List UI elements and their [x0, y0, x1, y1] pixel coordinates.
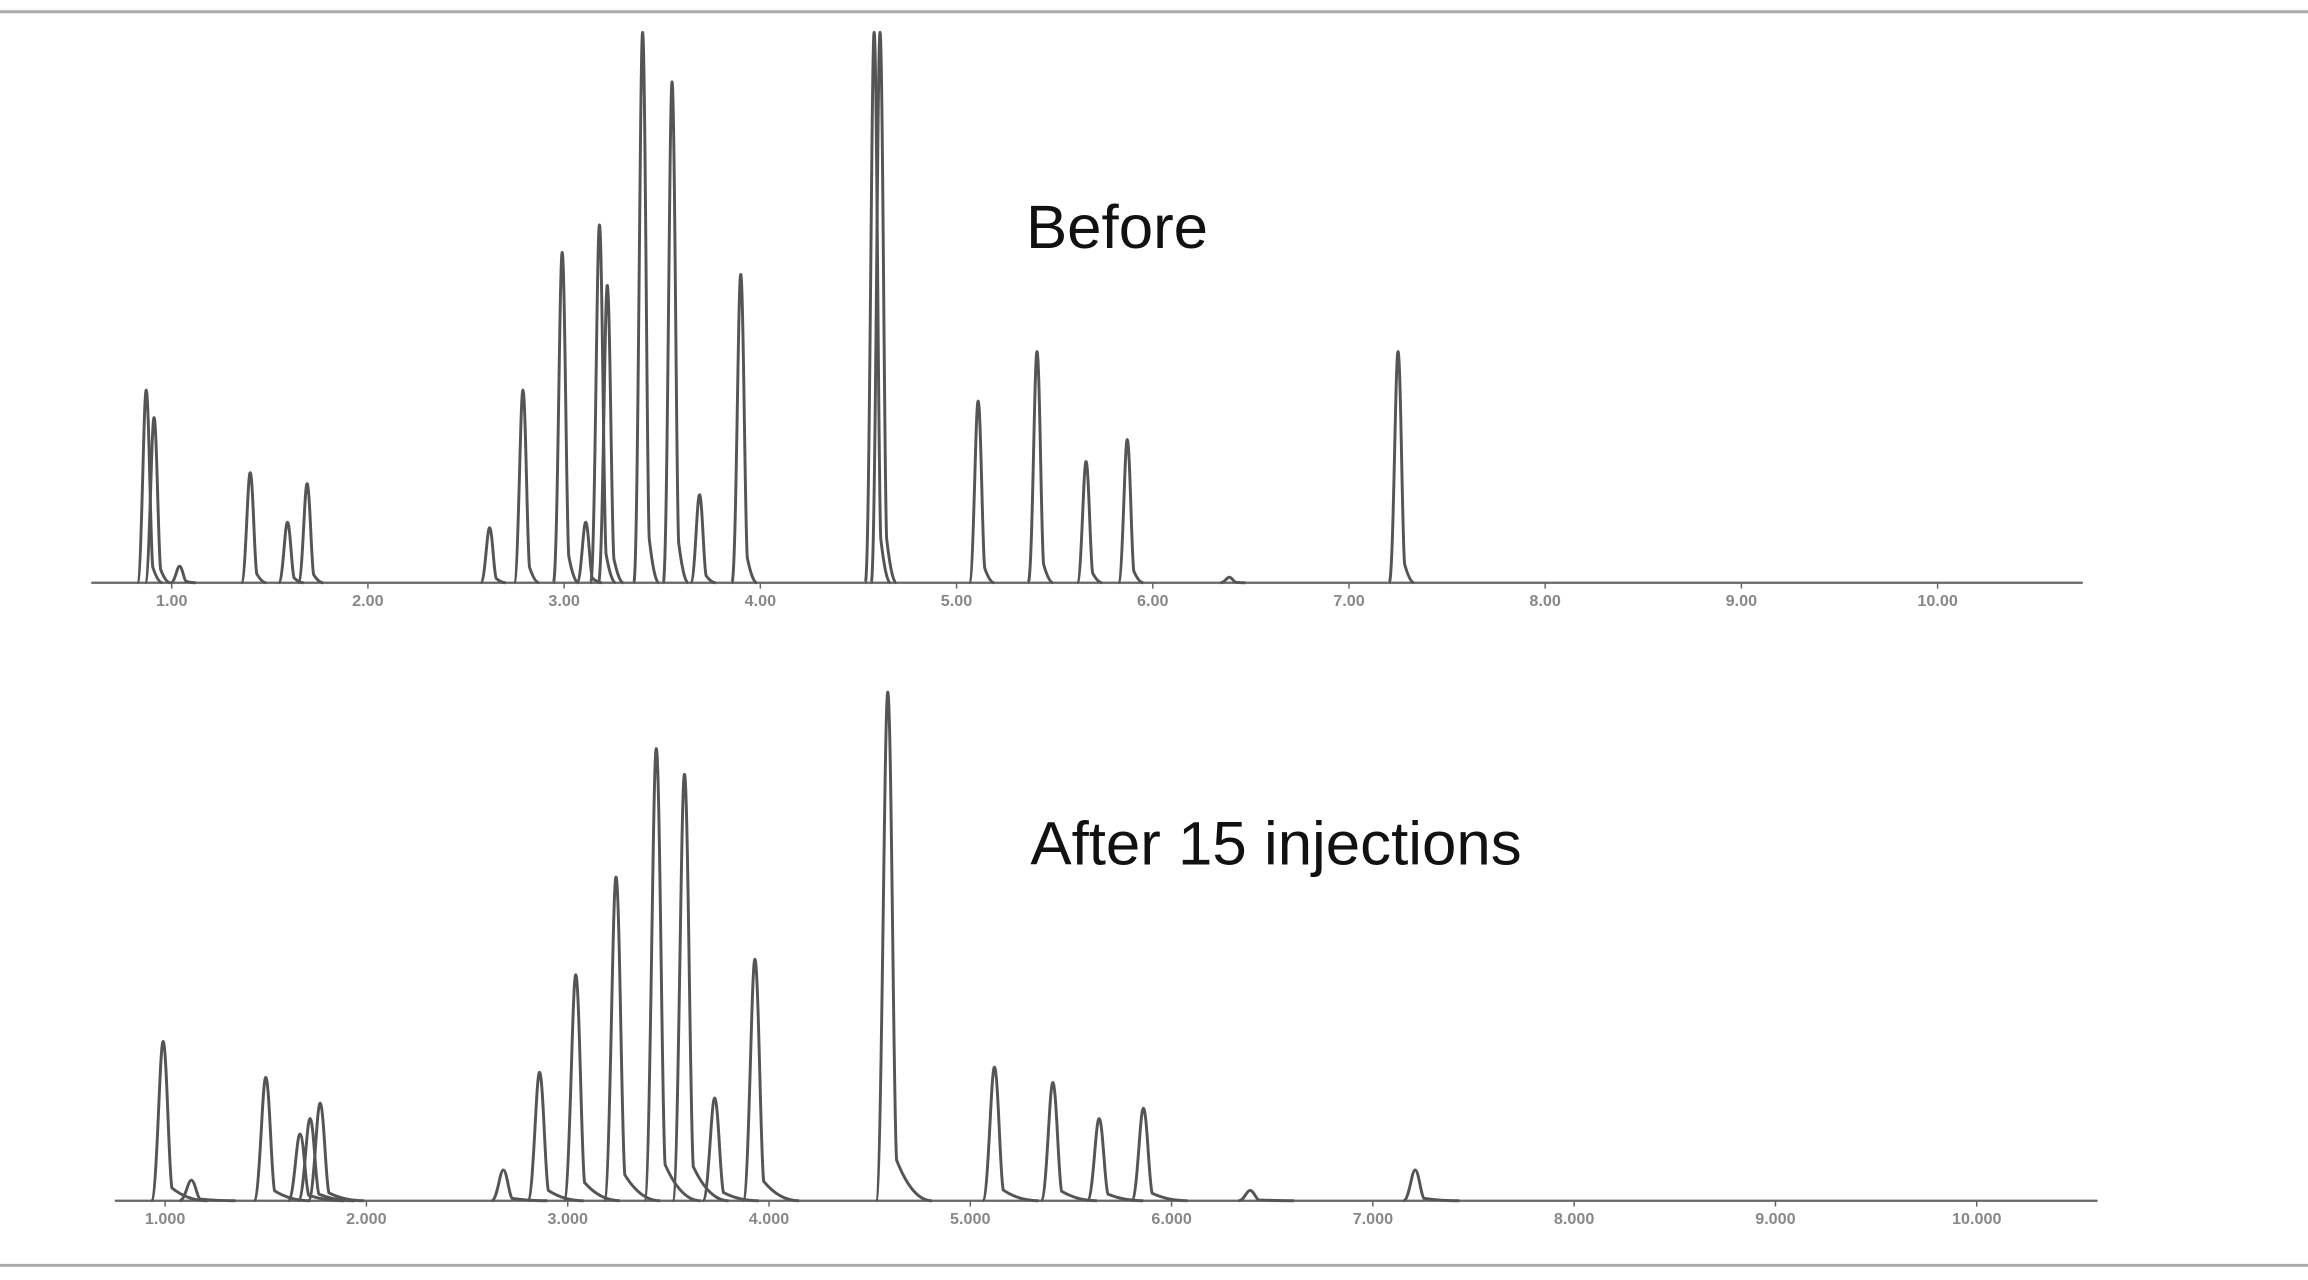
x-tick-label: 9.00 — [1726, 592, 1758, 610]
peak — [981, 1065, 1039, 1203]
peak — [967, 399, 995, 585]
peak — [296, 1117, 355, 1203]
x-tick-label: 5.000 — [950, 1210, 991, 1228]
peak — [1026, 350, 1054, 585]
peak — [632, 30, 660, 585]
peak — [1220, 575, 1246, 585]
peak — [490, 1168, 548, 1203]
peak — [135, 388, 163, 585]
peak — [479, 526, 506, 585]
peak — [671, 772, 729, 1203]
peak — [170, 564, 196, 585]
peak — [575, 520, 602, 585]
x-tick-label: 3.00 — [548, 592, 580, 610]
x-tick-label: 6.00 — [1137, 592, 1169, 610]
peak — [149, 1039, 208, 1203]
peak — [1075, 460, 1103, 585]
peak — [661, 80, 689, 585]
x-tick-label: 6.000 — [1151, 1210, 1192, 1228]
peak — [296, 482, 324, 585]
peak — [143, 416, 171, 585]
peak — [701, 1096, 759, 1203]
peak — [689, 493, 716, 585]
annotation: After 15 injections — [1030, 810, 1521, 879]
x-tick-label: 7.00 — [1333, 592, 1365, 610]
peak — [602, 875, 661, 1203]
x-tick-label: 9.000 — [1755, 1210, 1796, 1228]
peak — [306, 1101, 365, 1203]
x-tick-label: 8.00 — [1529, 592, 1561, 610]
peak — [1039, 1081, 1097, 1203]
peak — [526, 1070, 584, 1203]
peak — [741, 957, 800, 1203]
x-tick-label: 2.00 — [352, 592, 384, 610]
x-tick-label: 7.000 — [1353, 1210, 1394, 1228]
peak — [512, 388, 540, 585]
x-tick-label: 5.00 — [941, 592, 973, 610]
peak — [869, 30, 897, 585]
peak — [551, 250, 579, 585]
peak — [597, 284, 624, 585]
x-tick-label: 1.000 — [145, 1210, 186, 1228]
peak — [178, 1178, 236, 1203]
peak — [239, 471, 267, 585]
peak — [252, 1075, 310, 1203]
x-tick-label: 8.000 — [1554, 1210, 1595, 1228]
peak — [1387, 350, 1415, 585]
peak — [643, 747, 701, 1203]
peak — [562, 973, 620, 1203]
peak — [1402, 1168, 1460, 1203]
x-tick-label: 4.000 — [749, 1210, 790, 1228]
x-tick-label: 4.00 — [745, 592, 777, 610]
peak — [730, 273, 758, 585]
annotation: Before — [1026, 193, 1208, 262]
peak — [1130, 1106, 1188, 1203]
x-tick-label: 1.00 — [156, 592, 188, 610]
x-tick-label: 10.000 — [1952, 1210, 2001, 1228]
peak — [1238, 1188, 1295, 1203]
x-tick-label: 3.000 — [547, 1210, 588, 1228]
peak — [874, 690, 933, 1203]
x-tick-label: 2.000 — [346, 1210, 387, 1228]
peak — [1116, 438, 1144, 585]
peak — [863, 30, 892, 585]
peak — [1085, 1117, 1144, 1203]
peak — [589, 223, 617, 585]
x-tick-label: 10.00 — [1917, 592, 1958, 610]
